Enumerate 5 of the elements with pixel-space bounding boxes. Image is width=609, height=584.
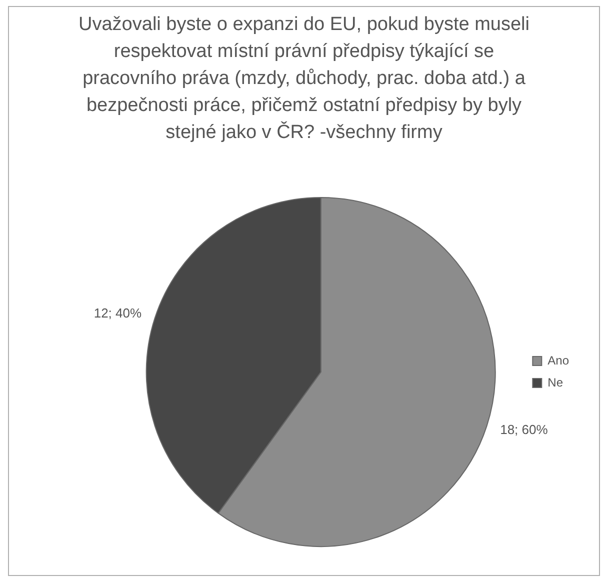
legend-label: Ne	[548, 375, 564, 390]
chart-title: Uvažovali byste o expanzi do EU, pokud byste museli respektovat místní právní předpisy týkající se pracovního práva (mzdy, důchody, prac. doba atd.) a bezpečnosti práce, přičemž ostatní předpisy by byly stejné jako v ČR? -všechny firmy	[78, 13, 530, 145]
legend-label: Ano	[548, 353, 570, 368]
data-label: 18; 60%	[500, 422, 548, 437]
data-label: 12; 40%	[94, 305, 142, 320]
